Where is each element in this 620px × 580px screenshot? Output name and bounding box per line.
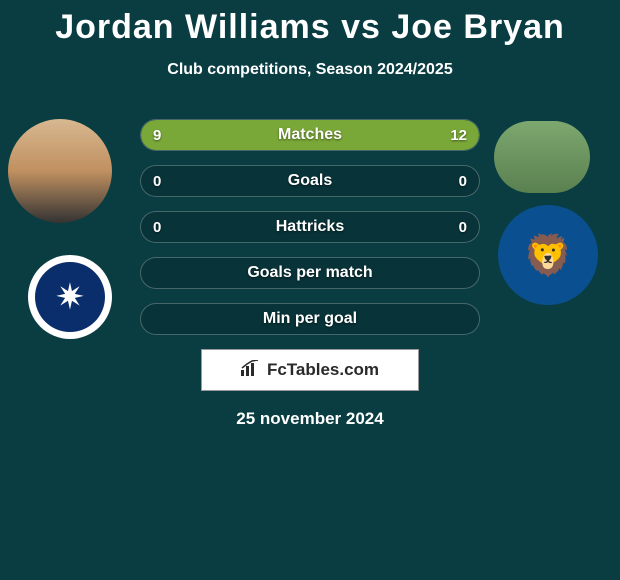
brand-text: FcTables.com (267, 360, 379, 380)
page-title: Jordan Williams vs Joe Bryan (0, 8, 620, 47)
stat-label: Hattricks (141, 212, 479, 242)
brand-badge: FcTables.com (201, 349, 419, 391)
comparison-card: Jordan Williams vs Joe Bryan Club compet… (0, 0, 620, 429)
stat-label: Goals per match (141, 258, 479, 288)
chart-icon (241, 360, 261, 381)
stat-bars: 912Matches 00Goals 00Hattricks Goals per ma… (140, 119, 480, 335)
stat-label: Min per goal (141, 304, 479, 334)
stat-row: 00Goals (140, 165, 480, 197)
stats-area: ✷ 🦁 912Matches 00Goals 00Hattricks Goals pe… (0, 119, 620, 429)
club-left-badge: ✷ (28, 255, 112, 339)
player-left-avatar (8, 119, 112, 223)
stat-row: 912Matches (140, 119, 480, 151)
stat-label: Matches (141, 120, 479, 150)
lion-icon: 🦁 (523, 232, 573, 279)
stat-row: Min per goal (140, 303, 480, 335)
stat-row: 00Hattricks (140, 211, 480, 243)
club-right-badge: 🦁 (498, 205, 598, 305)
stat-row: Goals per match (140, 257, 480, 289)
star-icon: ✷ (55, 276, 85, 318)
player-right-avatar (494, 121, 590, 193)
portsmouth-icon: ✷ (35, 262, 105, 332)
date-line: 25 november 2024 (0, 409, 620, 429)
stat-label: Goals (141, 166, 479, 196)
page-subtitle: Club competitions, Season 2024/2025 (0, 61, 620, 79)
